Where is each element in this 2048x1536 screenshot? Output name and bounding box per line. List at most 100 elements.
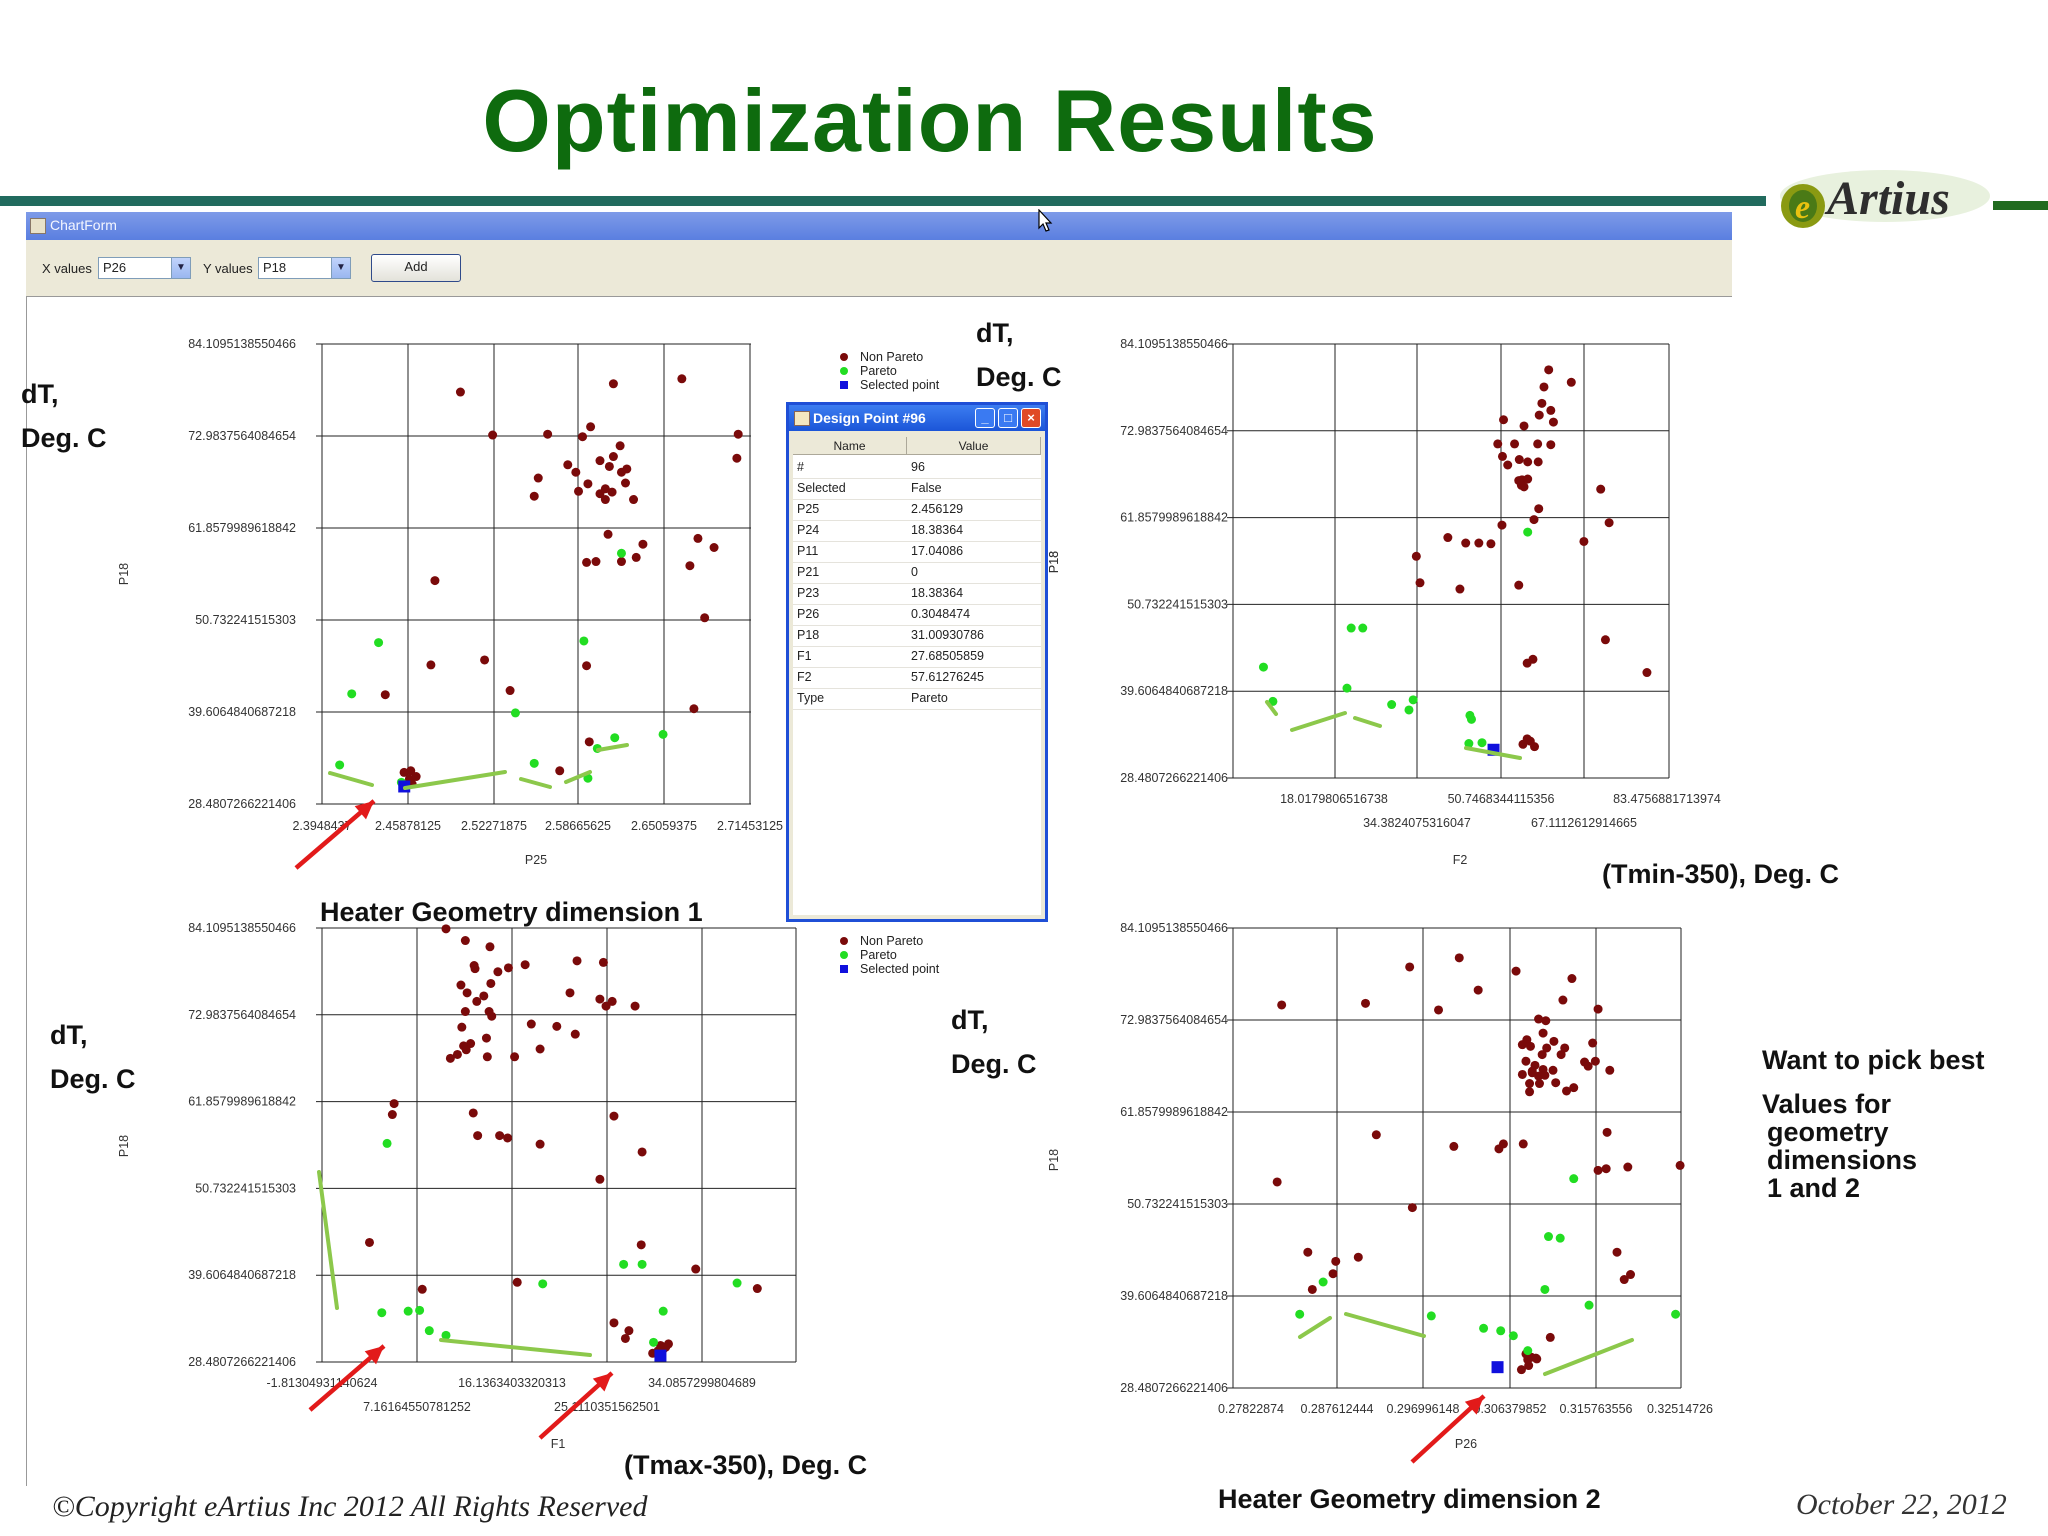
dt-label-line: Deg. C [951, 1049, 1037, 1079]
non-pareto-point [571, 467, 581, 477]
red-arrow-head [1464, 1396, 1484, 1415]
non-pareto-point [503, 963, 513, 973]
design-point-row[interactable]: P18 31.00930786 [793, 625, 1041, 647]
pareto-point [1342, 683, 1352, 693]
y-tick-label: 28.4807266221406 [1120, 771, 1228, 785]
y-tick-label: 84.1095138550466 [188, 921, 296, 935]
pareto-point [382, 1138, 392, 1148]
pareto-point [538, 1279, 548, 1289]
x-axis-label: P25 [525, 853, 547, 867]
non-pareto-point [1556, 1050, 1566, 1060]
pareto-point [1346, 623, 1356, 633]
pareto-point [610, 733, 620, 743]
non-pareto-point [752, 1284, 762, 1294]
design-point-row[interactable]: F1 27.68505859 [793, 646, 1041, 668]
maximize-icon[interactable]: □ [998, 408, 1018, 428]
y-tick-label: 61.8579989618842 [188, 1095, 296, 1109]
design-point-row[interactable]: P21 0 [793, 562, 1041, 584]
minimize-icon[interactable]: _ [975, 408, 995, 428]
non-pareto-point [1590, 1056, 1600, 1066]
pareto-swatch [840, 951, 848, 959]
non-pareto-point [1497, 451, 1507, 461]
pareto-point [1358, 623, 1368, 633]
column-header-name[interactable]: Name [793, 437, 907, 455]
design-point-row[interactable]: P26 0.3048474 [793, 604, 1041, 626]
y-tick-label: 28.4807266221406 [188, 797, 296, 811]
design-point-row-value: 27.68505859 [911, 649, 984, 663]
dt-label-line: Deg. C [21, 423, 107, 453]
non-pareto-point [1473, 985, 1483, 995]
non-pareto-point [430, 576, 440, 586]
non-pareto-point [543, 429, 553, 439]
legend-pareto: Pareto [860, 364, 897, 378]
tmax-label: (Tmax-350), Deg. C [624, 1450, 868, 1480]
non-pareto-point [1455, 584, 1465, 594]
x-axis-label: F1 [551, 1437, 566, 1451]
non-pareto-point [1675, 1160, 1685, 1170]
pareto-point [415, 1305, 425, 1315]
non-pareto-point [570, 1029, 580, 1039]
design-point-row[interactable]: Selected False [793, 478, 1041, 500]
pareto-front-line [1265, 700, 1278, 716]
dt-label-top-left: dT, Deg. C [21, 372, 107, 460]
note-line: Values for [1762, 1089, 1892, 1119]
non-pareto-point [1548, 1065, 1558, 1075]
non-pareto-point [470, 964, 480, 974]
non-pareto-point [555, 766, 565, 776]
close-icon[interactable]: × [1021, 408, 1041, 428]
y-axis-label: P18 [117, 563, 131, 585]
design-point-row-name: Selected [797, 481, 846, 495]
title-rule [0, 196, 1766, 206]
design-point-row[interactable]: #96 [793, 457, 1041, 479]
non-pareto-point [1540, 1070, 1550, 1080]
chevron-down-icon[interactable]: ▼ [331, 258, 350, 278]
chartform-title: ChartForm [50, 217, 117, 233]
dt-label-line: Deg. C [50, 1064, 136, 1094]
y-tick-label: 28.4807266221406 [1120, 1381, 1228, 1395]
design-point-row[interactable]: Type Pareto [793, 688, 1041, 710]
pareto-point [1523, 527, 1533, 537]
design-point-row-name: P24 [797, 523, 820, 537]
pareto-point [619, 1259, 629, 1269]
add-button[interactable]: Add [371, 254, 461, 282]
non-pareto-point [584, 737, 594, 747]
non-pareto-point [364, 1237, 374, 1247]
design-point-row[interactable]: P24 18.38364 [793, 520, 1041, 542]
x-values-select[interactable]: P26 ▼ [98, 257, 191, 279]
selected-swatch [840, 965, 848, 973]
design-point-row[interactable]: P23 18.38364 [793, 583, 1041, 605]
non-pareto-point [1511, 966, 1521, 976]
x-tick-label: 2.65059375 [631, 819, 697, 833]
non-pareto-point [1626, 1270, 1636, 1280]
column-header-value[interactable]: Value [907, 437, 1041, 455]
design-point-titlebar[interactable]: Design Point #96 _ □ × [789, 405, 1045, 431]
non-pareto-point [552, 1021, 562, 1031]
design-point-window[interactable]: Design Point #96 _ □ × Name Value #96 Sel… [786, 402, 1048, 922]
non-pareto-point [445, 1053, 455, 1063]
non-pareto-point [1499, 415, 1509, 425]
x-tick-label: 16.1363403320313 [458, 1376, 566, 1390]
y-tick-label: 72.9837564084654 [188, 1008, 296, 1022]
design-point-row[interactable]: P25 2.456129 [793, 499, 1041, 521]
pareto-point [510, 708, 520, 718]
non-pareto-point [1544, 365, 1554, 375]
chartform-titlebar[interactable] [26, 212, 1732, 240]
design-point-row[interactable]: P11 17.04086 [793, 541, 1041, 563]
non-pareto-point [1503, 460, 1513, 470]
non-pareto-point [461, 1045, 471, 1055]
x-tick-label: 0.287612444 [1301, 1402, 1374, 1416]
pareto-point [1318, 1277, 1328, 1287]
pareto-point [1295, 1309, 1305, 1319]
y-values-select[interactable]: P18 ▼ [258, 257, 351, 279]
non-pareto-point [601, 1001, 611, 1011]
chevron-down-icon[interactable]: ▼ [171, 258, 190, 278]
non-pareto-point [685, 561, 695, 571]
non-pareto-point [1361, 998, 1371, 1008]
design-point-grid[interactable]: Name Value #96 Selected False P25 2.456129 P2… [793, 437, 1041, 915]
design-point-row[interactable]: F2 57.61276245 [793, 667, 1041, 689]
slide-title: Optimization Results [482, 71, 1378, 170]
non-pareto-point [1600, 635, 1610, 645]
y-tick-label: 50.732241515303 [195, 613, 296, 627]
non-pareto-point [600, 495, 610, 505]
